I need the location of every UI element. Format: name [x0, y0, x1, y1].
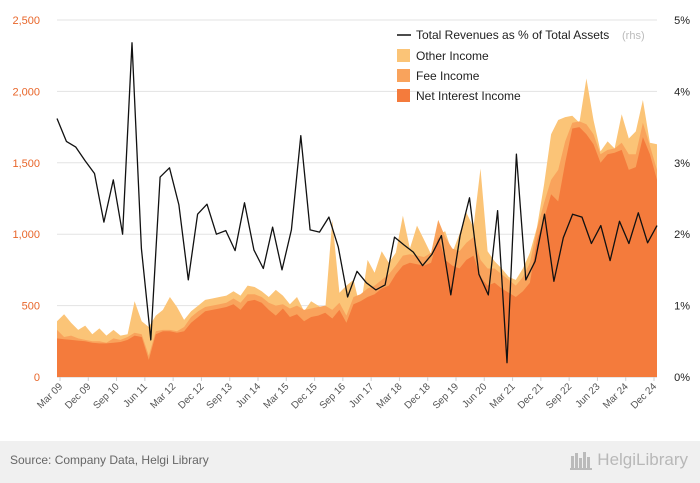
footer: Source: Company Data, Helgi Library Helg… [0, 441, 700, 483]
right-axis-tick-label: 2% [674, 229, 690, 241]
left-axis-ticks: 0 500 1,000 1,500 2,000 2,500 [12, 15, 40, 384]
x-axis-tick-label: Jun 14 [234, 381, 263, 410]
x-axis-tick-label: Dec 15 [290, 381, 320, 411]
chart: 0 500 1,000 1,500 2,000 2,500 0% 1% 2% 3% 4% 5% Ma… [12, 15, 690, 412]
left-axis-tick-label: 2,500 [12, 15, 40, 27]
x-axis-tick-label: Jun 11 [121, 381, 150, 410]
x-axis-tick-label: Jun 23 [574, 381, 603, 410]
x-axis-tick-label: Sep 13 [205, 381, 235, 411]
x-axis-tick-label: Dec 09 [63, 381, 93, 411]
legend-fee-label: Fee Income [416, 69, 480, 83]
x-axis-tick-label: Jun 17 [347, 381, 376, 410]
brand-name: HelgiLibrary [597, 450, 688, 469]
legend-other-label: Other Income [416, 49, 489, 63]
right-axis-tick-label: 0% [674, 372, 690, 384]
x-axis-tick-label: Dec 18 [403, 381, 433, 411]
x-axis-tick-label: Sep 22 [544, 381, 574, 411]
source-note: Source: Company Data, Helgi Library [10, 453, 209, 467]
right-axis-tick-label: 3% [674, 158, 690, 170]
x-axis-tick-label: Mar 21 [488, 381, 518, 411]
net-interest-income-area [57, 127, 657, 377]
legend-other-swatch [397, 49, 410, 62]
x-axis-tick-label: Jun 20 [460, 381, 489, 410]
legend-nii-label: Net Interest Income [416, 89, 521, 103]
x-axis-tick-label: Dec 12 [176, 381, 206, 411]
brand-logo: HelgiLibrary [570, 450, 688, 470]
ratio-line-series [56, 42, 658, 364]
x-axis-tick-label: Sep 16 [318, 381, 348, 411]
ratio-line [56, 42, 658, 364]
x-axis-tick-label: Dec 24 [629, 381, 659, 411]
x-axis-tick-label: Sep 10 [91, 381, 121, 411]
x-axis-tick-label: Mar 24 [601, 381, 631, 411]
area-series [57, 78, 657, 378]
legend: Total Revenues as % of Total Assets (rhs… [397, 28, 645, 103]
left-axis-tick-label: 1,000 [12, 229, 40, 241]
legend-nii-swatch [397, 89, 410, 102]
legend-line-note: (rhs) [622, 30, 645, 42]
left-axis-tick-label: 2,000 [12, 86, 40, 98]
left-axis-tick-label: 500 [22, 301, 40, 313]
right-axis-tick-label: 4% [674, 86, 690, 98]
x-axis-tick-label: Mar 15 [262, 381, 292, 411]
right-axis-tick-label: 5% [674, 15, 690, 27]
x-axis-tick-label: Mar 12 [148, 381, 178, 411]
x-axis-tick-label: Sep 19 [431, 381, 461, 411]
legend-line-label: Total Revenues as % of Total Assets [416, 28, 609, 42]
right-axis-ticks: 0% 1% 2% 3% 4% 5% [674, 15, 690, 384]
left-axis-tick-label: 1,500 [12, 158, 40, 170]
left-axis-tick-label: 0 [34, 372, 40, 384]
x-axis-tick-label: Mar 09 [35, 381, 65, 411]
right-axis-tick-label: 1% [674, 301, 690, 313]
legend-fee-swatch [397, 69, 410, 82]
x-axis-tick-label: Mar 18 [375, 381, 405, 411]
library-icon [570, 452, 593, 470]
x-axis-tick-label: Dec 21 [516, 381, 546, 411]
